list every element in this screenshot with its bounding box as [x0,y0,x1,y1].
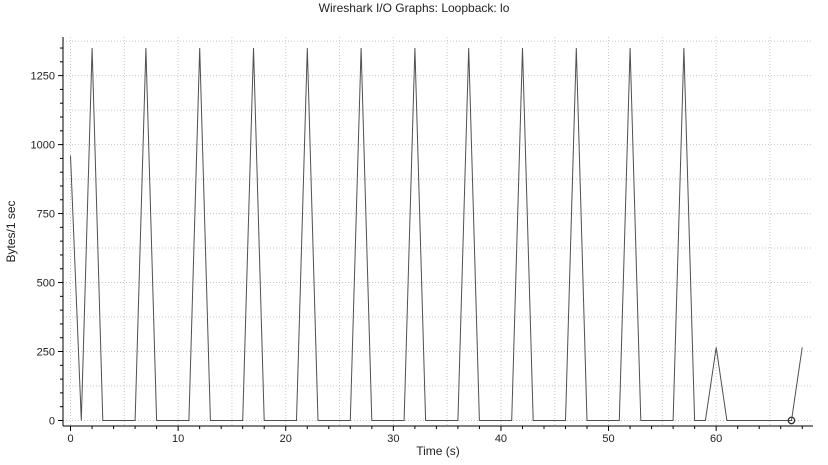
x-tick-label: 0 [67,433,73,445]
x-axis-ticks: 0 10 20 30 40 50 60 [67,426,803,445]
x-tick-label: 50 [602,433,614,445]
selected-point-marker[interactable] [787,416,796,425]
y-tick-label: 500 [37,278,55,290]
y-tick-label: 750 [37,209,55,221]
x-tick-label: 30 [387,433,399,445]
x-tick-label: 40 [495,433,507,445]
grid-lines [63,37,813,426]
y-axis-ticks: 0 250 500 750 1000 1250 [31,47,63,427]
series-layer [70,47,803,421]
y-tick-label: 0 [49,415,55,427]
series-line-bytes [70,47,803,421]
y-tick-label: 1250 [31,71,55,83]
axes [62,37,813,427]
x-tick-label: 60 [710,433,722,445]
x-tick-label: 20 [280,433,292,445]
y-axis-label: Bytes/1 sec [4,200,18,262]
x-tick-label: 10 [172,433,184,445]
plot-background[interactable] [63,37,813,426]
y-tick-label: 1000 [31,140,55,152]
y-tick-label: 250 [37,347,55,359]
chart-title: Wireshark I/O Graphs: Loopback: lo [318,1,510,15]
x-axis-label: Time (s) [416,444,460,458]
